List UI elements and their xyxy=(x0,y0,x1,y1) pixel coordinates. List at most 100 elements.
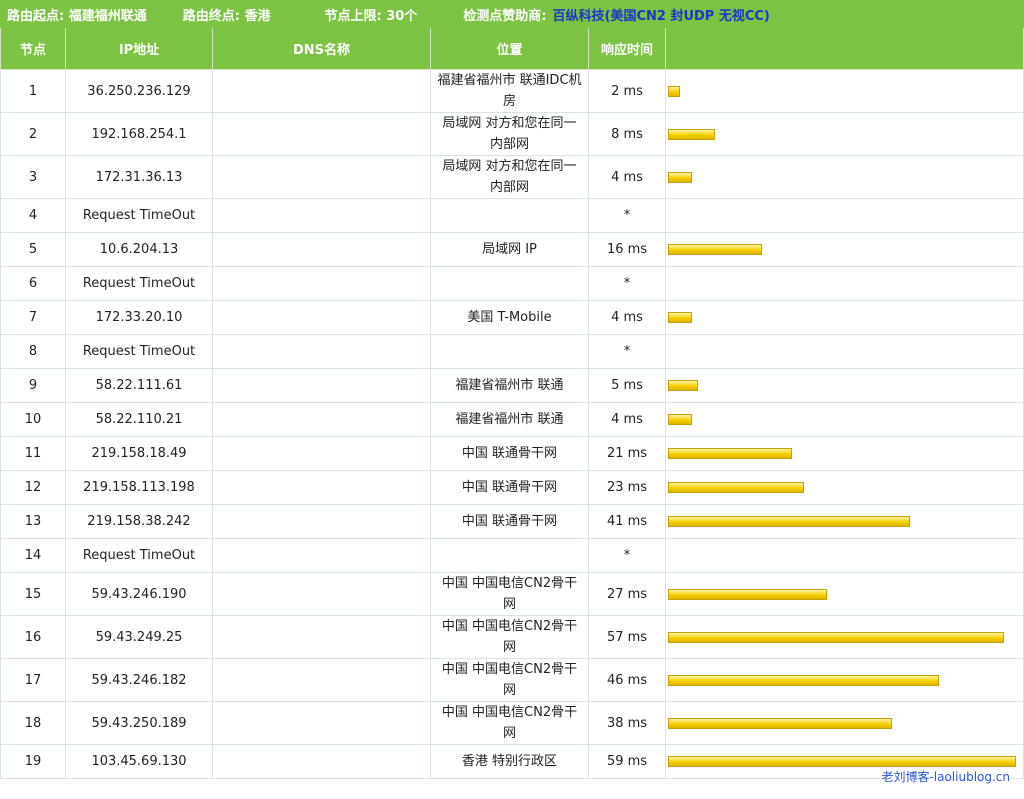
ip: 103.45.69.130 xyxy=(65,744,213,779)
bar-cell xyxy=(665,615,1024,659)
bar-cell xyxy=(665,112,1024,156)
column-header: IP地址 xyxy=(65,28,213,70)
node: 8 xyxy=(0,334,66,369)
bar-cell xyxy=(665,334,1024,369)
ip: 219.158.18.49 xyxy=(65,436,213,471)
bar-cell xyxy=(665,658,1024,702)
ip: Request TimeOut xyxy=(65,538,213,573)
row: 5 10.6.204.13 局域网 IP 16 ms xyxy=(0,232,1024,267)
dns xyxy=(212,436,431,471)
sponsor[interactable]: 百纵科技 xyxy=(552,8,605,24)
dns xyxy=(212,266,431,301)
time: * xyxy=(588,266,666,301)
bar-cell xyxy=(665,470,1024,505)
ip: 36.250.236.129 xyxy=(65,69,213,113)
location: 中国 联通骨干网 xyxy=(430,504,589,539)
dns xyxy=(212,112,431,156)
location: 中国 中国电信CN2骨干网 xyxy=(430,572,589,616)
time-bar xyxy=(668,414,692,425)
node: 12 xyxy=(0,470,66,505)
time-bar xyxy=(668,482,804,493)
node: 7 xyxy=(0,300,66,335)
location xyxy=(430,266,589,301)
bar-cell xyxy=(665,198,1024,233)
bar-cell xyxy=(665,300,1024,335)
location: 美国 T-Mobile xyxy=(430,300,589,335)
bar-cell xyxy=(665,436,1024,471)
dns xyxy=(212,334,431,369)
bar-cell xyxy=(665,368,1024,403)
time: 2 ms xyxy=(588,69,666,113)
table-body: 1 36.250.236.129 福建省福州市 联通IDC机房 2 ms 2 192.16… xyxy=(0,69,1024,779)
location: 福建省福州市 联通 xyxy=(430,402,589,437)
row: 18 59.43.250.189 中国 中国电信CN2骨干网 38 ms xyxy=(0,701,1024,745)
bar-cell xyxy=(665,402,1024,437)
ip: 192.168.254.1 xyxy=(65,112,213,156)
time-bar xyxy=(668,171,692,183)
location xyxy=(430,198,589,233)
time: 8 ms xyxy=(588,112,666,156)
row: 6 Request TimeOut * xyxy=(0,266,1024,301)
location: 局域网 IP xyxy=(430,232,589,267)
ip: 58.22.111.61 xyxy=(65,368,213,403)
time-bar xyxy=(668,380,698,391)
time: 23 ms xyxy=(588,470,666,505)
bar-cell xyxy=(665,572,1024,616)
location: 局域网 对方和您在同一内部网 xyxy=(430,112,589,156)
location: 中国 联通骨干网 xyxy=(430,470,589,505)
dns xyxy=(212,300,431,335)
node: 18 xyxy=(0,701,66,745)
header-row: 节点 IP地址 DNS名称 位置 响应时间 xyxy=(0,28,1024,70)
time-bar xyxy=(668,85,680,97)
time: * xyxy=(588,334,666,369)
row: 16 59.43.249.25 中国 中国电信CN2骨干网 57 ms xyxy=(0,615,1024,659)
time: 57 ms xyxy=(588,615,666,659)
dns xyxy=(212,69,431,113)
location xyxy=(430,334,589,369)
row: 3 172.31.36.13 局域网 对方和您在同一内部网 4 ms xyxy=(0,155,1024,199)
ip: Request TimeOut xyxy=(65,334,213,369)
dns xyxy=(212,232,431,267)
dns xyxy=(212,470,431,505)
bar-cell xyxy=(665,232,1024,267)
time-bar xyxy=(668,516,910,527)
node: 5 xyxy=(0,232,66,267)
row: 10 58.22.110.21 福建省福州市 联通 4 ms xyxy=(0,402,1024,437)
bar-cell xyxy=(665,266,1024,301)
location: 香港 特别行政区 xyxy=(430,744,589,779)
watermark: 老刘博客-laoliublog.cn xyxy=(881,768,1010,785)
header-bar: 路由起点: 福建福州联通 路由终点: 香港 节点上限: 30个 检测点赞助商: … xyxy=(0,0,1024,28)
node: 15 xyxy=(0,572,66,616)
bar-cell xyxy=(665,701,1024,745)
time: * xyxy=(588,538,666,573)
dns xyxy=(212,368,431,403)
time-bar xyxy=(668,631,1005,643)
time: 4 ms xyxy=(588,155,666,199)
time: 16 ms xyxy=(588,232,666,267)
row: 19 103.45.69.130 香港 特别行政区 59 ms xyxy=(0,744,1024,779)
row: 4 Request TimeOut * xyxy=(0,198,1024,233)
location: 中国 联通骨干网 xyxy=(430,436,589,471)
ip: 59.43.250.189 xyxy=(65,701,213,745)
ip: 59.43.249.25 xyxy=(65,615,213,659)
row: 2 192.168.254.1 局域网 对方和您在同一内部网 8 ms xyxy=(0,112,1024,156)
ip: 172.33.20.10 xyxy=(65,300,213,335)
time: 4 ms xyxy=(588,402,666,437)
time-bar xyxy=(668,717,893,729)
bar-cell xyxy=(665,538,1024,573)
node: 19 xyxy=(0,744,66,779)
destination: 路由终点: 香港 xyxy=(182,8,271,24)
location: 局域网 对方和您在同一内部网 xyxy=(430,155,589,199)
time: 5 ms xyxy=(588,368,666,403)
time: 27 ms xyxy=(588,572,666,616)
dns xyxy=(212,538,431,573)
node: 6 xyxy=(0,266,66,301)
ip: 10.6.204.13 xyxy=(65,232,213,267)
time: 59 ms xyxy=(588,744,666,779)
node: 14 xyxy=(0,538,66,573)
ip: Request TimeOut xyxy=(65,266,213,301)
time: 41 ms xyxy=(588,504,666,539)
node: 2 xyxy=(0,112,66,156)
time-bar xyxy=(668,756,1017,767)
